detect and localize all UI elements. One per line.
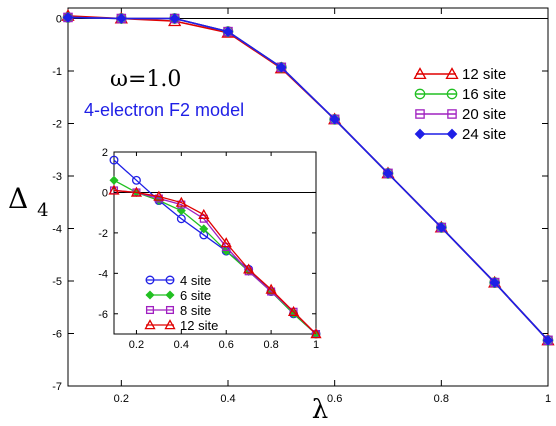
data-point-24-site — [329, 113, 340, 125]
x-axis-label: λ — [312, 395, 328, 425]
series-line-12-site — [113, 189, 317, 335]
x-tick-label: 0.4 — [174, 339, 189, 351]
data-point-12-site — [243, 263, 255, 274]
x-tick-label: 0.8 — [434, 393, 449, 405]
data-point-24-site — [116, 13, 127, 24]
legend-marker-8-site — [165, 305, 175, 315]
x-tick-label: 1 — [313, 339, 319, 351]
data-point-6-site — [199, 224, 209, 234]
data-point-24-site — [276, 62, 287, 73]
legend-marker-20-site — [447, 109, 457, 119]
legend-label-4-site: 4 site — [180, 273, 211, 288]
legend-marker-20-site — [415, 109, 425, 119]
data-point-12-site — [310, 328, 322, 339]
legend-marker-4-site — [145, 275, 155, 285]
data-point-24-site — [489, 277, 500, 288]
omega-annotation: ω=1.0 — [110, 67, 181, 92]
y-axis-label-subscript: 4 — [37, 200, 48, 221]
data-point-12-site — [108, 184, 120, 195]
legend-label-12-site: 12 site — [180, 318, 218, 333]
inset-plot-frame — [113, 151, 317, 335]
y-tick-label: -6 — [52, 329, 62, 341]
legend-marker-12-site — [144, 319, 156, 330]
y-tick-label: -7 — [52, 381, 62, 393]
x-tick-label: 0.6 — [327, 393, 342, 405]
data-point-12-site — [220, 237, 232, 248]
data-point-12-site — [153, 190, 165, 201]
data-point-12-site — [175, 196, 187, 207]
legend-marker-12-site — [413, 67, 427, 80]
legend-marker-12-site — [445, 67, 459, 80]
y-tick-label: -5 — [52, 276, 62, 288]
x-tick-label: 0.6 — [219, 339, 234, 351]
x-tick-label: 0.2 — [114, 393, 129, 405]
data-point-24-site — [62, 12, 74, 23]
y-tick-label: -4 — [98, 268, 108, 280]
legend-label-16-site: 16 site — [462, 86, 506, 103]
legend-label-8-site: 8 site — [180, 303, 211, 318]
y-tick-label: -6 — [98, 309, 108, 321]
y-tick-label: -3 — [52, 171, 62, 183]
y-tick-label: 0 — [56, 14, 62, 26]
y-tick-label: -2 — [52, 119, 62, 131]
main-legend: 12 site 16 site 20 site 24 site — [413, 66, 506, 143]
legend-marker-16-site — [414, 88, 426, 100]
data-point-24-site — [436, 222, 447, 233]
data-point-6-site — [176, 206, 186, 216]
legend-marker-4-site — [165, 275, 175, 285]
y-axis-label: Δ 4 — [8, 182, 49, 221]
data-point-24-site — [222, 26, 234, 37]
legend-marker-12-site — [164, 319, 176, 330]
legend-label-6-site: 6 site — [180, 288, 211, 303]
data-point-4-site — [109, 155, 119, 165]
model-annotation: 4-electron F2 model — [84, 100, 244, 120]
y-tick-label: 2 — [102, 147, 108, 159]
series-line-24-site — [67, 16, 549, 341]
legend-marker-24-site — [446, 128, 458, 140]
legend-label-20-site: 20 site — [462, 106, 506, 123]
legend-marker-6-site — [145, 290, 155, 300]
legend-label-24-site: 24 site — [462, 126, 506, 143]
y-tick-label: -2 — [98, 228, 108, 240]
data-point-24-site — [169, 13, 180, 24]
data-point-12-site — [198, 208, 210, 219]
legend-marker-8-site — [145, 305, 155, 315]
y-tick-label: 0 — [102, 187, 108, 199]
y-axis-label-main: Δ — [8, 182, 28, 215]
data-point-4-site — [131, 175, 141, 185]
legend-label-12-site: 12 site — [462, 66, 506, 83]
legend-marker-16-site — [446, 88, 458, 100]
y-tick-label: -4 — [52, 224, 62, 236]
x-tick-label: 0.2 — [129, 339, 144, 351]
x-tick-label: 1 — [545, 393, 551, 405]
data-point-12-site — [265, 283, 277, 294]
data-point-6-site — [109, 175, 119, 185]
y-tick-label: -1 — [52, 66, 62, 78]
data-point-12-site — [130, 186, 143, 197]
legend-marker-24-site — [414, 128, 426, 140]
x-tick-label: 0.8 — [263, 339, 278, 351]
x-tick-label: 0.4 — [220, 393, 235, 405]
series-line-8-site — [113, 189, 317, 335]
data-point-24-site — [542, 335, 554, 346]
main-plot-frame — [67, 7, 549, 387]
legend-marker-6-site — [165, 290, 175, 300]
series-line-6-site — [113, 179, 317, 335]
data-point-12-site — [287, 305, 300, 317]
data-point-24-site — [382, 168, 394, 179]
